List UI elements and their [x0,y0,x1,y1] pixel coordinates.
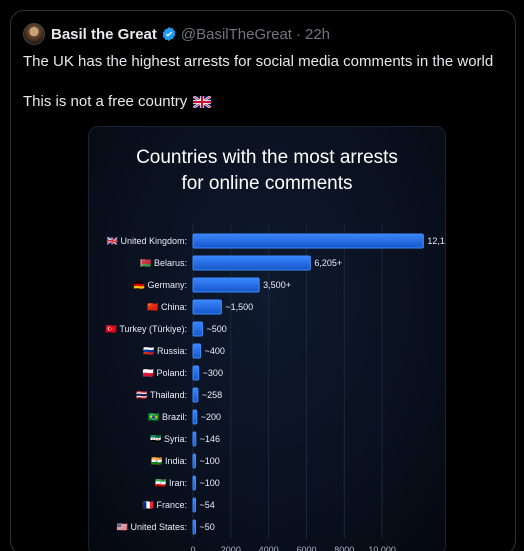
category-label: 🇹🇭 Thailand: [136,390,187,400]
value-label: ~500 [206,324,226,334]
category-label: 🇬🇧 United Kingdom: [107,236,187,246]
bar [192,321,203,337]
uk-flag-icon [193,95,212,108]
value-label: ~100 [200,456,220,466]
bar [192,519,196,535]
separator-dot: · [295,25,301,43]
chart-title-line-2: for online comments [181,173,353,194]
author-avatar[interactable] [23,23,45,45]
category-label: 🇧🇾 Belarus: [140,258,187,268]
category-label: 🇫🇷 France: [143,500,187,510]
bar [192,343,202,359]
bar [192,233,424,249]
chart-image[interactable]: Countries with the most arrests for onli… [88,126,446,551]
verified-badge-icon [162,27,176,41]
value-label: ~146 [200,434,220,444]
category-label: 🇵🇱 Poland: [143,368,187,378]
value-label: ~300 [203,368,223,378]
bar [192,255,311,271]
bar [192,497,196,513]
category-label: 🇩🇪 Germany: [134,280,187,290]
value-label: ~100 [200,478,220,488]
x-tick-label: 0 [190,545,195,551]
value-label: 12,183+ [427,236,446,246]
author-name[interactable]: Basil the Great [51,25,157,43]
tweet-text-line-1: The UK has the highest arrests for socia… [23,53,494,70]
value-label: ~200 [201,412,221,422]
category-label: 🇹🇷 Turkey (Türkiye): [106,324,187,334]
category-label: 🇷🇺 Russia: [143,346,187,356]
value-label: ~54 [200,500,215,510]
bar [192,387,199,403]
bar-chart: 🇬🇧 United Kingdom: 12,183+ 🇧🇾 Belarus: 6,20… [106,224,446,551]
bar [192,431,197,447]
tweet-text-line-2-text: This is not a free country [23,93,188,110]
tweet-card[interactable]: Basil the Great @BasilTheGreat · 22h The… [10,10,516,551]
category-label: 🇨🇳 China: [147,302,187,312]
x-tick-label: 6000 [296,545,316,551]
chart-title-line-1: Countries with the most arrests [136,147,398,168]
bar [192,453,196,469]
category-label: 🇧🇷 Brazil: [148,412,187,422]
tweet-header: Basil the Great @BasilTheGreat · 22h [51,24,330,44]
category-label: 🇮🇳 India: [151,456,187,466]
value-label: ~50 [200,522,215,532]
value-label: ~400 [205,346,225,356]
bar [192,277,260,293]
value-label: 6,205+ [314,258,342,268]
bar [192,409,198,425]
value-label: ~1,500 [225,302,253,312]
category-label: 🇺🇸 United States: [117,522,187,532]
x-tick-label: 2000 [221,545,241,551]
author-handle[interactable]: @BasilTheGreat [180,25,292,43]
tweet-text-line-2: This is not a free country [23,93,212,110]
x-tick-label: 10,000 [368,545,396,551]
tweet-timestamp[interactable]: 22h [304,25,331,43]
x-tick-label: 8000 [334,545,354,551]
bar [192,475,196,491]
category-label: 🇮🇷 Iran: [155,478,187,488]
x-tick-label: 4000 [259,545,279,551]
value-label: 3,500+ [263,280,291,290]
bar [192,365,200,381]
category-label: 🇸🇾 Syria: [150,434,187,444]
value-label: ~258 [202,390,222,400]
bar [192,299,222,315]
